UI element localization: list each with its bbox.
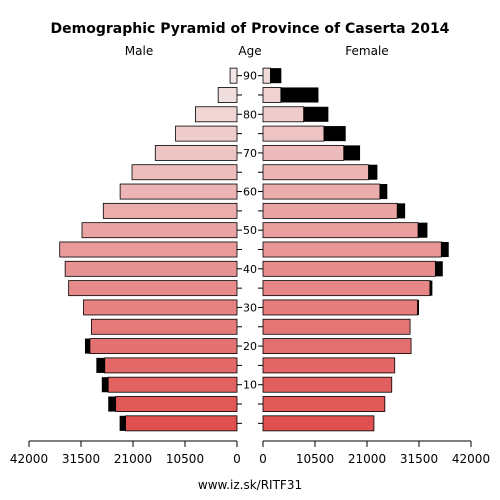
male-bar-65-69 [131,164,238,181]
female-bar-90+ [262,67,271,84]
male-x-tick-label-3: 10500 [166,452,204,466]
female-bar-60-64 [262,183,381,200]
female-x-tick-label-3: 10500 [296,452,334,466]
male-bar-80-84 [194,106,238,123]
male-label: Male [125,44,153,58]
female-excess-bar-35-39 [429,280,433,296]
female-bar-70-74 [262,144,345,161]
male-bar-55-59 [102,202,238,219]
female-bar-50-54 [262,222,419,239]
female-excess-bar-70-74 [343,145,361,161]
age-tick-label-30: 30 [243,301,257,314]
male-bar-30-34 [83,299,238,316]
female-bar-65-69 [262,164,369,181]
female-bar-55-59 [262,202,398,219]
male-excess-bar-5-9 [108,396,116,412]
male-x-tick-label-1: 31500 [62,452,100,466]
age-tick-label-50: 50 [243,224,257,237]
female-label: Female [345,44,388,58]
female-bar-5-9 [262,396,386,412]
chart-title: Demographic Pyramid of Province of Caser… [51,21,450,37]
male-bar-40-44 [64,260,238,277]
female-x-tick-label-2: 21000 [348,452,386,466]
age-tick-label-80: 80 [243,108,257,121]
female-excess-bar-30-34 [417,299,419,315]
age-tick-label-20: 20 [243,340,257,353]
age-tick-label-60: 60 [243,186,257,199]
male-bar-75-79 [175,125,238,142]
male-bar-5-9 [115,396,238,412]
age-tick-label-70: 70 [243,147,257,160]
age-label: Age [238,44,261,58]
source-label: www.iz.sk/RITF31 [198,478,302,492]
female-excess-bar-50-54 [418,222,428,238]
female-bar-35-39 [262,280,431,297]
male-x-tick-label-2: 21000 [114,452,152,466]
male-x-tick-label-0: 42000 [10,452,48,466]
male-bar-60-64 [119,183,238,200]
female-excess-bar-80-84 [303,106,329,122]
male-bar-45-49 [59,241,238,258]
male-bar-90+ [229,67,238,84]
age-tick-label-90: 90 [243,70,257,83]
male-bar-70-74 [154,144,238,161]
male-x-tick-label-4: 0 [233,452,241,466]
female-excess-bar-90+ [270,68,282,84]
female-excess-bar-65-69 [368,164,378,180]
female-bar-0-4 [262,415,375,432]
male-bar-20-24 [89,338,238,355]
male-excess-bar-20-24 [84,338,90,354]
male-bar-15-19 [104,357,238,374]
male-bar-10-14 [107,376,238,393]
male-bar-25-29 [91,318,238,335]
female-excess-bar-45-49 [441,241,449,258]
female-excess-bar-55-59 [397,203,406,219]
female-x-tick-label-0: 42000 [452,452,490,466]
female-excess-bar-85-89 [280,87,319,103]
age-tick-label-10: 10 [243,379,257,392]
age-tick-label-40: 40 [243,263,257,276]
female-bar-45-49 [262,241,442,258]
female-bar-30-34 [262,299,418,316]
female-excess-bar-40-44 [435,261,443,277]
female-bar-10-14 [262,376,393,393]
male-bar-50-54 [81,222,238,239]
female-x-tick-label-4: 0 [259,452,267,466]
female-x-tick-label-1: 31500 [400,452,438,466]
female-bar-15-19 [262,357,396,374]
female-bar-40-44 [262,260,436,277]
male-excess-bar-10-14 [101,377,109,393]
male-bar-35-39 [68,280,238,297]
male-bar-85-89 [217,87,238,103]
bars-group [59,67,449,432]
female-bar-20-24 [262,338,412,355]
female-bar-75-79 [262,125,325,142]
female-bar-25-29 [262,318,411,335]
female-bar-85-89 [262,87,282,103]
male-excess-bar-15-19 [96,357,105,373]
male-excess-bar-0-4 [119,415,126,431]
female-bar-80-84 [262,106,305,123]
female-excess-bar-75-79 [323,126,346,142]
female-excess-bar-60-64 [379,184,388,200]
male-bar-0-4 [125,415,238,432]
